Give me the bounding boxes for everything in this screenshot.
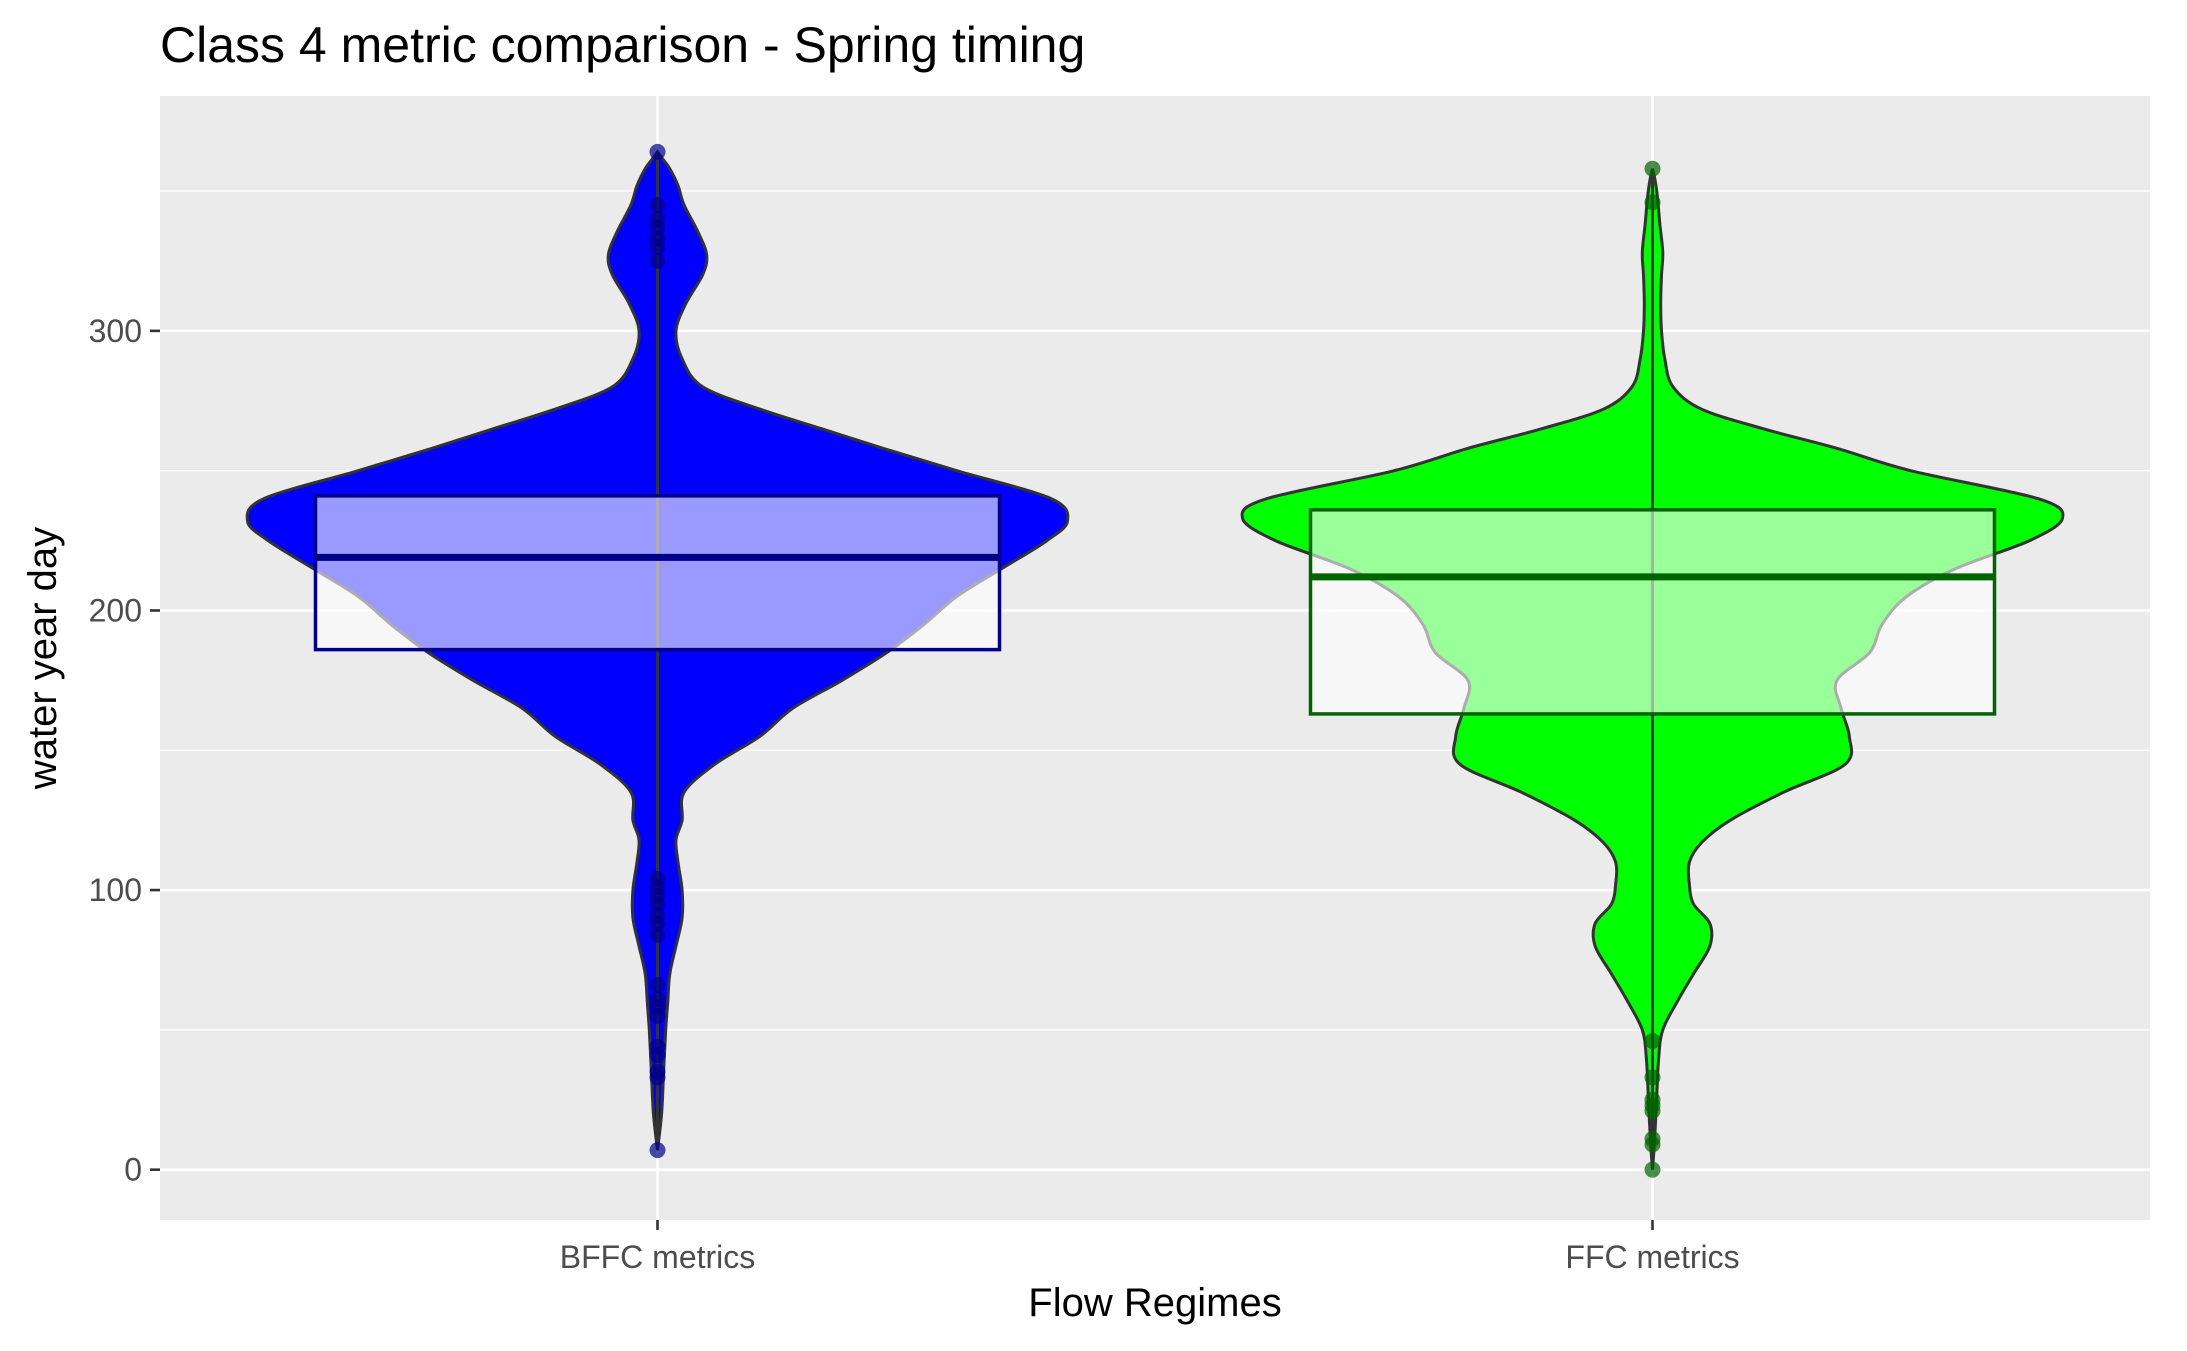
violin-group	[245, 143, 1070, 1159]
box-iqr	[1308, 508, 1997, 716]
x-tick-label: BFFC metrics	[560, 1239, 756, 1275]
x-axis-label: Flow Regimes	[1028, 1281, 1281, 1325]
violin-group	[1240, 160, 2065, 1178]
outlier-point	[649, 230, 666, 247]
outlier-point	[649, 991, 666, 1008]
outlier-point	[649, 252, 666, 269]
outlier-point	[649, 1038, 666, 1055]
outlier-point	[649, 1063, 666, 1080]
box-iqr	[313, 494, 1002, 652]
x-axis: BFFC metrics FFC metrics	[560, 1220, 1740, 1275]
outlier-point	[1644, 1161, 1661, 1178]
y-axis: 0 100 200 300	[89, 313, 160, 1188]
outlier-point	[1644, 1130, 1661, 1147]
y-tick-label: 100	[89, 872, 142, 908]
y-tick-label: 300	[89, 313, 142, 349]
violins	[245, 143, 2065, 1178]
y-axis-label: water year day	[21, 527, 65, 790]
outlier-point	[649, 1142, 666, 1159]
outlier-point	[649, 870, 666, 887]
y-tick-label: 0	[124, 1152, 142, 1188]
outlier-point	[1644, 160, 1661, 177]
outlier-point	[649, 197, 666, 214]
outlier-point	[649, 143, 666, 160]
chart-title: Class 4 metric comparison - Spring timin…	[160, 17, 1085, 73]
outlier-point	[649, 211, 666, 228]
outlier-point	[1644, 1033, 1661, 1050]
outlier-point	[649, 926, 666, 943]
outlier-point	[649, 907, 666, 924]
outlier-point	[1644, 194, 1661, 211]
y-tick-label: 200	[89, 592, 142, 628]
outlier-point	[1644, 1091, 1661, 1108]
x-tick-label: FFC metrics	[1565, 1239, 1739, 1275]
outlier-point	[649, 977, 666, 994]
outlier-point	[1644, 1069, 1661, 1086]
